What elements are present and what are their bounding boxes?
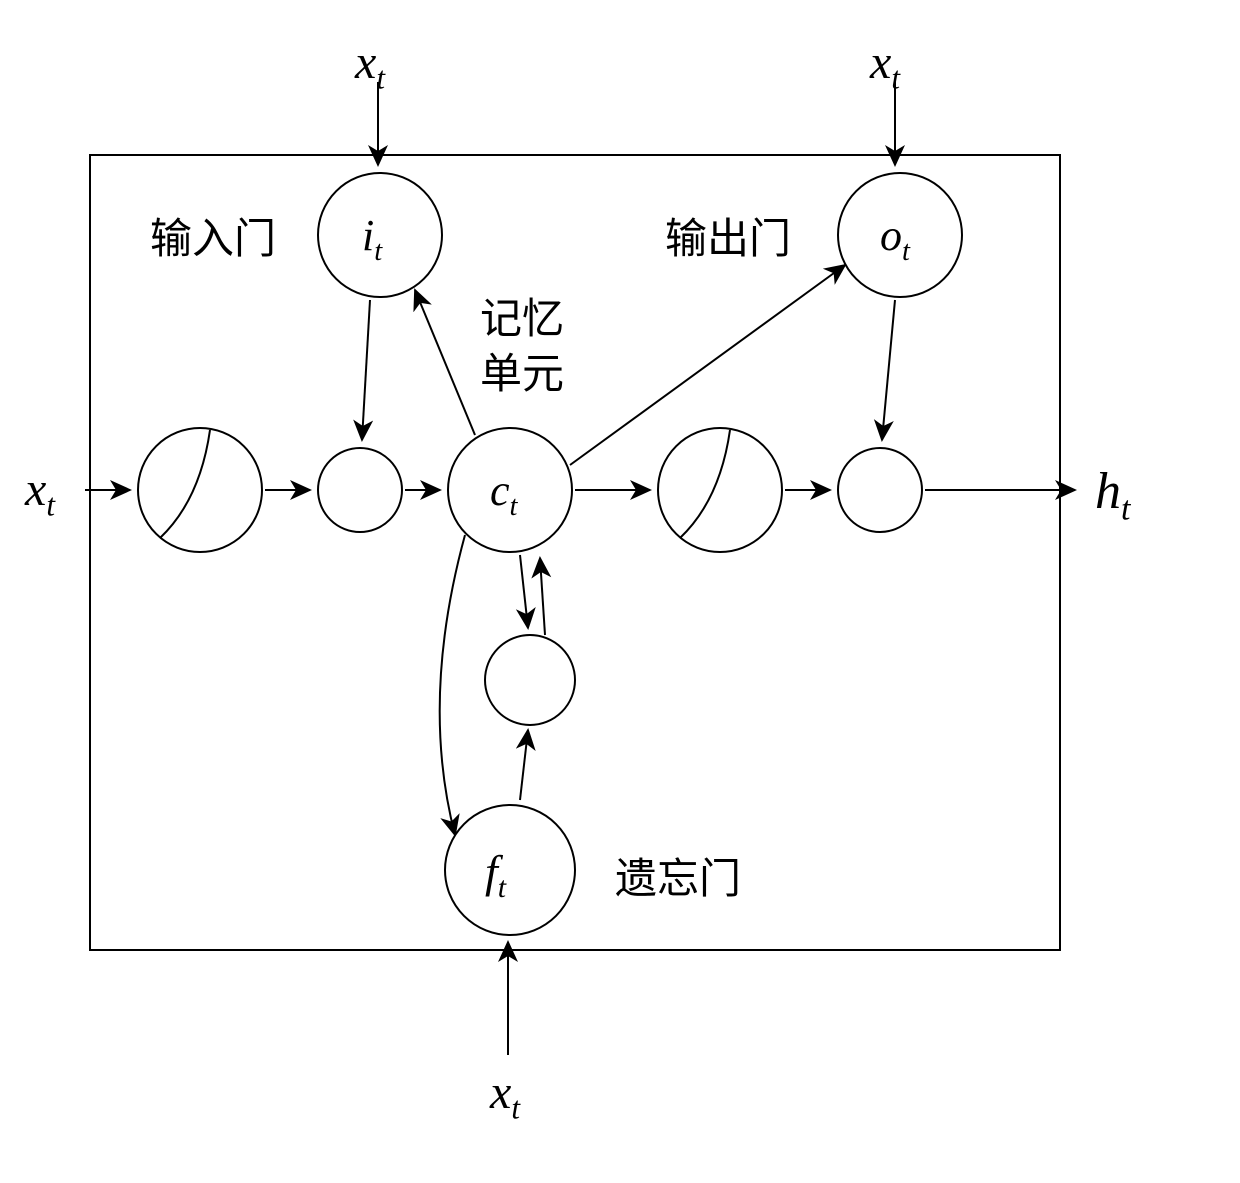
arrow-mult-forget-to-cell bbox=[540, 558, 545, 635]
node-label-input-gate: it bbox=[362, 210, 382, 268]
label-cn-memory-2: 单元 bbox=[480, 340, 564, 401]
node-label-output-gate: ot bbox=[880, 210, 910, 268]
node-mult-in bbox=[318, 448, 402, 532]
node-forget-gate bbox=[445, 805, 575, 935]
label-cn-memory-1: 记忆 bbox=[480, 285, 564, 346]
label-xt-top-right: xt bbox=[870, 35, 900, 97]
node-mult-out bbox=[838, 448, 922, 532]
label-xt-top-left: xt bbox=[355, 35, 385, 97]
label-cn-output-gate: 输出门 bbox=[665, 205, 791, 266]
node-mult-forget bbox=[485, 635, 575, 725]
node-label-cell: ct bbox=[490, 465, 517, 523]
arrow-output-gate-to-mult bbox=[882, 300, 895, 440]
label-cn-forget-gate: 遗忘门 bbox=[615, 845, 741, 906]
label-ht-right: ht bbox=[1095, 462, 1130, 528]
label-xt-left: xt bbox=[25, 462, 55, 524]
diagram-svg bbox=[0, 0, 1240, 1183]
node-label-forget-gate: ft bbox=[485, 845, 506, 905]
arrow-cell-to-input-gate bbox=[415, 290, 475, 435]
label-xt-bottom: xt bbox=[490, 1065, 520, 1127]
curve-cell-to-forget bbox=[440, 535, 465, 835]
node-tanh-out bbox=[658, 428, 782, 552]
node-tanh-in bbox=[138, 428, 262, 552]
arrow-cell-to-mult-forget bbox=[520, 555, 528, 628]
label-cn-input-gate: 输入门 bbox=[150, 205, 276, 266]
arrow-input-gate-to-mult bbox=[362, 300, 370, 440]
arrow-forget-to-mult bbox=[520, 730, 528, 800]
